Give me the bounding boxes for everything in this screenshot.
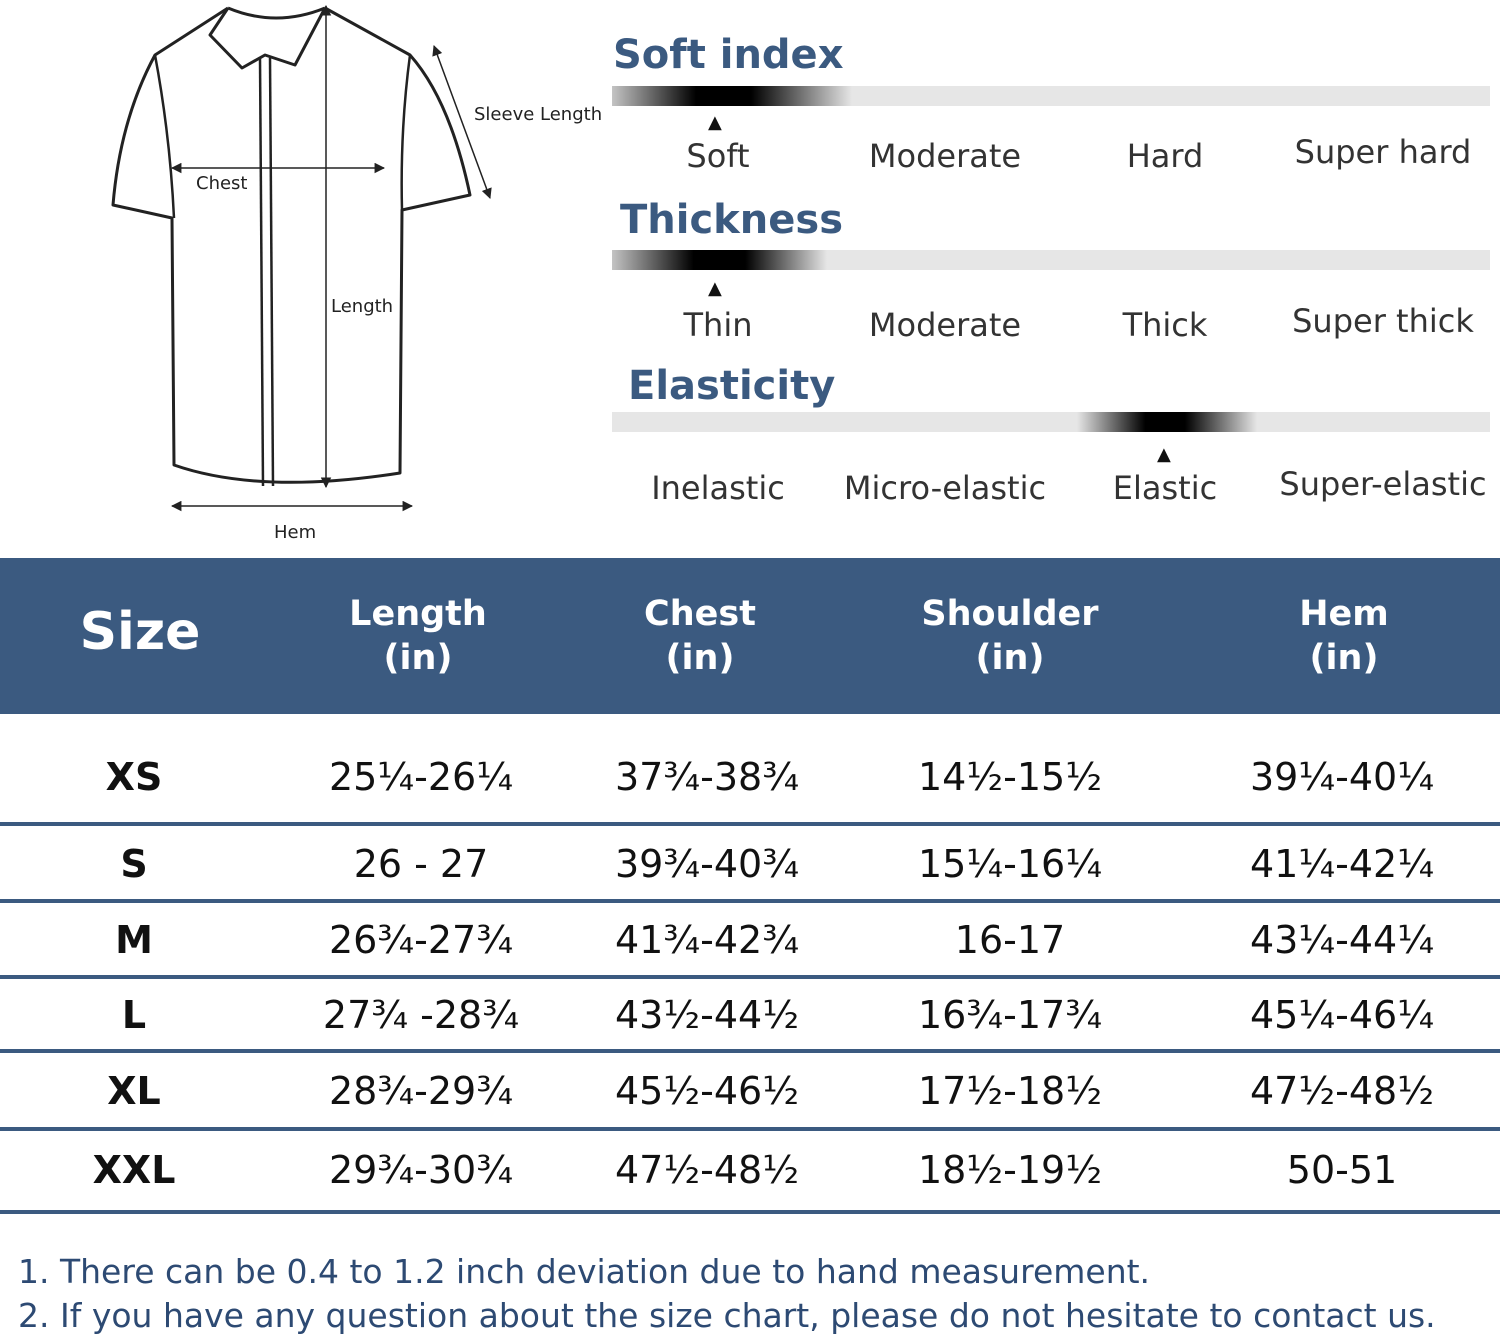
sleeve-length-label: Sleeve Length [474,104,603,125]
cell-hem: 39¼-40¼ [1249,755,1435,799]
cell-shoulder: 16¾-17¾ [917,993,1103,1037]
selected-marker-icon: ▲ [708,112,722,133]
scale-option: Soft [686,137,750,175]
cell-length: 28¾-29¾ [328,1069,514,1113]
selected-marker-icon: ▲ [1157,444,1171,465]
cell-length: 27¾ -28¾ [322,993,520,1037]
cell-shoulder: 17½-18½ [917,1069,1103,1113]
cell-chest: 37¾-38¾ [614,755,800,799]
header-size: Size [79,602,201,662]
row-divider [0,822,1500,826]
cell-hem: 41¼-42¼ [1249,842,1435,886]
cell-length: 29¾-30¾ [328,1148,514,1192]
scale-option: Thick [1122,306,1208,344]
header-hem-unit: (in) [1309,638,1379,678]
cell-size: XS [105,755,163,799]
header-hem-label: Hem [1299,594,1389,634]
cell-hem: 47½-48½ [1249,1069,1435,1113]
header-length: Length (in) [298,592,538,680]
row-divider [0,1049,1500,1053]
scale-indicator [1077,412,1257,432]
scale-option: Thin [683,306,753,344]
cell-shoulder: 18½-19½ [917,1148,1103,1192]
hem-label: Hem [274,522,317,543]
scale-bar [612,412,1490,432]
cell-chest: 43½-44½ [614,993,800,1037]
row-divider [0,975,1500,979]
length-label: Length [331,296,394,317]
selected-marker-icon: ▲ [708,278,722,299]
header-length-unit: (in) [383,638,453,678]
cell-length: 25¼-26¼ [328,755,514,799]
scale-option: Super hard [1294,133,1472,171]
scale-option: Super thick [1292,302,1474,340]
cell-chest: 39¾-40¾ [614,842,800,886]
cell-chest: 41¾-42¾ [614,918,800,962]
header-length-label: Length [349,594,487,634]
scale-indicator [612,86,852,106]
header-shoulder-unit: (in) [975,638,1045,678]
header-chest-unit: (in) [665,638,735,678]
scale-title: Soft index [613,32,844,78]
cell-size: XXL [92,1148,176,1192]
scale-option: Hard [1126,137,1204,175]
cell-chest: 47½-48½ [614,1148,800,1192]
cell-shoulder: 15¼-16¼ [917,842,1103,886]
note-deviation: 1. There can be 0.4 to 1.2 inch deviatio… [18,1252,1151,1291]
row-divider [0,1210,1500,1214]
scale-indicator [612,250,827,270]
scale-bar [612,250,1490,270]
cell-size: M [115,918,153,962]
shirt-outline-icon [111,4,492,512]
header-chest-label: Chest [644,594,756,634]
cell-chest: 45½-46½ [614,1069,800,1113]
header-hem: Hem (in) [1224,592,1464,680]
scale-option: Moderate [868,306,1022,344]
note-contact: 2. If you have any question about the si… [18,1296,1436,1335]
row-divider [0,1127,1500,1131]
cell-hem: 50-51 [1286,1148,1398,1192]
header-shoulder: Shoulder (in) [880,592,1140,680]
scale-option: Inelastic [651,469,785,507]
scale-title: Elasticity [628,363,836,409]
cell-hem: 45¼-46¼ [1249,993,1435,1037]
scale-title: Thickness [620,197,844,243]
cell-length: 26 - 27 [353,842,489,886]
chest-label: Chest [196,173,248,194]
shirt-diagram: Sleeve Length Chest Length Hem [100,0,610,550]
cell-shoulder: 16-17 [954,918,1066,962]
scale-option: Moderate [868,137,1022,175]
header-shoulder-label: Shoulder [921,594,1099,634]
scale-option: Micro-elastic [843,469,1047,507]
scale-option: Super-elastic [1279,465,1487,503]
cell-length: 26¾-27¾ [328,918,514,962]
cell-size: XL [107,1069,161,1113]
row-divider [0,899,1500,903]
cell-shoulder: 14½-15½ [917,755,1103,799]
cell-size: L [121,993,147,1037]
header-chest: Chest (in) [580,592,820,680]
scale-option: Elastic [1112,469,1218,507]
cell-hem: 43¼-44¼ [1249,918,1435,962]
cell-size: S [120,842,148,886]
scale-bar [612,86,1490,106]
size-table-header: Size Length (in) Chest (in) Shoulder (in… [0,558,1500,714]
